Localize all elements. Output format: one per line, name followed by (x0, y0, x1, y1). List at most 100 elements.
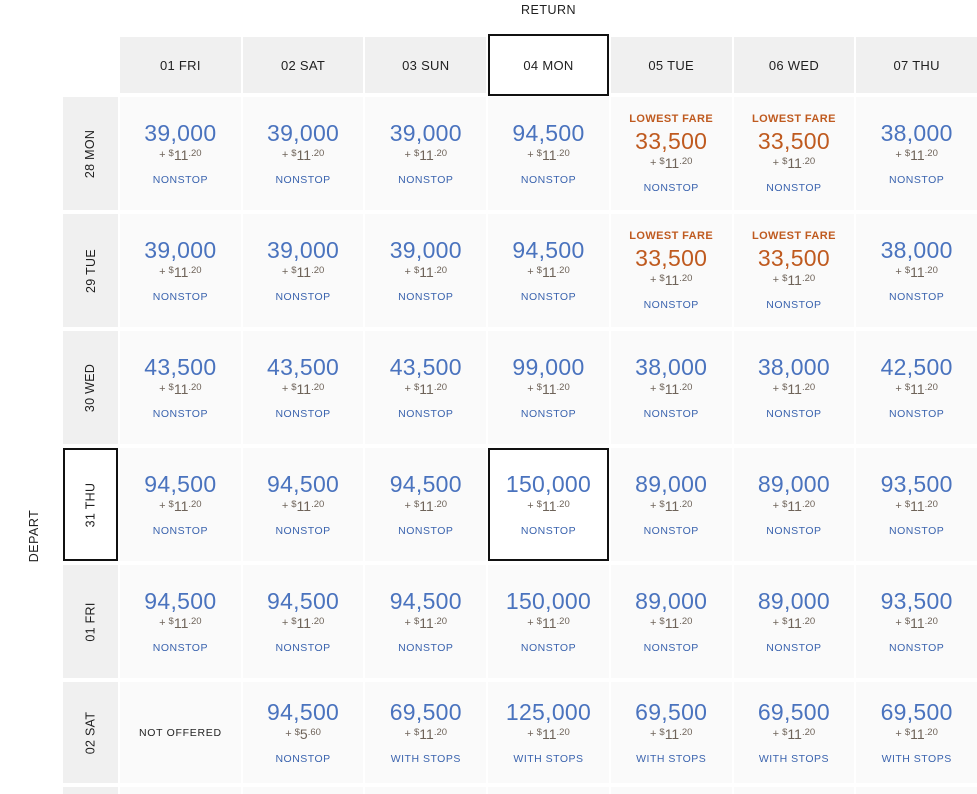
plus-sign: + (649, 500, 657, 513)
fare-cell[interactable]: 89,000 + $11.20 NONSTOP (610, 448, 732, 561)
fare-cell[interactable]: 94,500 + $11.20 NONSTOP (120, 448, 241, 561)
fare-cell[interactable]: 43,500 + $11.20 NONSTOP (242, 331, 364, 444)
fare-cell[interactable]: 150,000 + $11.20 NONSTOP (488, 565, 609, 678)
stops-label: NONSTOP (152, 525, 208, 538)
tax-dollars: 11 (664, 498, 680, 515)
fare-cell[interactable]: LOWEST FARE 33,500 + $11.20 NONSTOP (733, 97, 855, 210)
plus-sign: + (281, 266, 289, 279)
tax-cents: .20 (924, 148, 938, 160)
tax-cents: .20 (924, 265, 938, 277)
fare-cell[interactable]: 38,000 + $11.20 NONSTOP (856, 97, 977, 210)
plus-sign: + (772, 617, 780, 630)
miles-price: 125,000 (505, 698, 592, 725)
fare-cell[interactable]: 69,500 + $11.20 WITH STOPS (856, 682, 977, 783)
tax-dollars: 11 (664, 381, 680, 398)
fare-cell[interactable]: 69,500 + $11.20 WITH STOPS (365, 682, 487, 783)
fare-cell[interactable]: 39,000 + $11.20 NONSTOP (242, 214, 364, 327)
taxes-fees: + $11.20 (773, 499, 816, 515)
fare-cell[interactable]: 93,500 + $11.20 NONSTOP (856, 565, 977, 678)
stops-label: NONSTOP (398, 291, 454, 304)
fare-cell[interactable]: 43,500 + $11.20 NONSTOP (365, 331, 487, 444)
fare-cell[interactable]: 38,000 + $11.20 NONSTOP (856, 214, 977, 327)
stops-label: NONSTOP (275, 174, 331, 187)
plus-sign: + (159, 149, 166, 162)
plus-sign: + (772, 157, 780, 170)
tax-dollars: 11 (787, 726, 802, 743)
taxes-fees: + $11.20 (773, 156, 816, 172)
tax-dollars: 11 (173, 381, 189, 398)
tax-cents: .20 (801, 727, 816, 739)
miles-price: 39,000 (389, 119, 462, 146)
fare-cell[interactable]: 94,500 + $11.20 NONSTOP (242, 565, 364, 678)
currency-symbol: $ (413, 148, 420, 160)
plus-sign: + (159, 266, 166, 279)
column-header: 01 FRI (120, 37, 241, 93)
fare-cell[interactable]: 39,000 + $11.20 NONSTOP (120, 214, 241, 327)
tax-cents: .60 (307, 727, 321, 739)
fare-cell[interactable]: 43,500 + $11.20 NONSTOP (120, 331, 241, 444)
tax-cents: .20 (433, 148, 448, 160)
miles-price: 33,500 (635, 244, 708, 271)
fare-cell[interactable]: 69,500 + $11.20 WITH STOPS (733, 682, 855, 783)
plus-sign: + (281, 383, 289, 396)
fare-cell[interactable]: 89,000 + $11.20 NONSTOP (733, 448, 855, 561)
fare-cell[interactable]: LOWEST FARE 33,500 + $11.20 NONSTOP (610, 97, 732, 210)
tax-dollars: 11 (787, 155, 802, 172)
fare-cell[interactable]: 39,000 + $11.20 NONSTOP (365, 214, 487, 327)
stops-label: NONSTOP (275, 642, 331, 655)
currency-symbol: $ (413, 499, 420, 511)
taxes-fees: + $11.20 (159, 382, 202, 398)
miles-price: 89,000 (757, 470, 830, 497)
fare-cell[interactable]: 93,500 + $11.20 NONSTOP (856, 448, 977, 561)
fare-cell[interactable]: 94,500 + $11.20 NONSTOP (488, 214, 609, 327)
miles-price: 89,000 (635, 470, 708, 497)
fare-cell[interactable]: 94,500 + $11.20 NONSTOP (365, 448, 487, 561)
fare-cell[interactable]: 125,000 + $11.20 WITH STOPS (488, 682, 609, 783)
fare-cell[interactable]: 89,000 + $11.20 NONSTOP (733, 565, 855, 678)
stops-label: NONSTOP (520, 291, 577, 304)
fare-cell[interactable]: 38,000 + $11.20 NONSTOP (610, 331, 732, 444)
fare-cell[interactable]: 89,000 + $11.20 NONSTOP (610, 565, 732, 678)
stops-label: NONSTOP (520, 174, 577, 187)
tax-cents: .20 (924, 499, 938, 511)
taxes-fees: + $11.20 (159, 148, 202, 164)
fare-cell[interactable]: 39,000 + $11.20 NONSTOP (365, 97, 487, 210)
tax-cents: .20 (188, 148, 202, 160)
stops-label: NONSTOP (766, 408, 822, 421)
taxes-fees: + $11.20 (405, 727, 448, 743)
plus-sign: + (281, 500, 289, 513)
currency-symbol: $ (168, 382, 174, 394)
fare-cell[interactable]: 38,000 + $11.20 NONSTOP (733, 331, 855, 444)
fare-cell[interactable]: 42,500 + $11.20 NONSTOP (856, 331, 977, 444)
fare-cell[interactable]: 94,500 + $11.20 NONSTOP (365, 565, 487, 678)
taxes-fees: + $11.20 (405, 499, 448, 515)
stops-label: NONSTOP (643, 182, 699, 195)
fare-cell[interactable]: 39,000 + $11.20 NONSTOP (120, 97, 241, 210)
fare-cell[interactable]: 69,500 + $11.20 WITH STOPS (610, 682, 732, 783)
currency-symbol: $ (904, 727, 911, 739)
row-header: 31 THU (63, 448, 118, 561)
taxes-fees: + $11.20 (895, 499, 938, 515)
fare-cell[interactable]: 99,000 + $11.20 NONSTOP (488, 331, 609, 444)
tax-cents: .20 (801, 616, 816, 628)
taxes-fees: + $11.20 (527, 382, 570, 398)
plus-sign: + (404, 617, 411, 630)
plus-sign: + (159, 500, 166, 513)
fare-cell[interactable]: 150,000 + $11.20 NONSTOP (488, 448, 609, 561)
tax-cents: .20 (311, 499, 325, 511)
taxes-fees: + $11.20 (650, 273, 693, 289)
fare-cell[interactable]: 94,500 + $5.60 NONSTOP (242, 682, 364, 783)
fare-cell[interactable]: 94,500 + $11.20 NONSTOP (488, 97, 609, 210)
tax-dollars: 11 (910, 726, 925, 743)
fare-cell[interactable]: 94,500 + $11.20 NONSTOP (242, 448, 364, 561)
stops-label: NONSTOP (643, 525, 699, 538)
taxes-fees: + $11.20 (650, 727, 693, 743)
fare-cell[interactable]: 94,500 + $11.20 NONSTOP (120, 565, 241, 678)
partial-next-row-cell (856, 787, 977, 794)
fare-cell[interactable]: LOWEST FARE 33,500 + $11.20 NONSTOP (733, 214, 855, 327)
fare-cell[interactable]: LOWEST FARE 33,500 + $11.20 NONSTOP (610, 214, 732, 327)
taxes-fees: + $11.20 (405, 616, 448, 632)
fare-cell[interactable]: 39,000 + $11.20 NONSTOP (242, 97, 364, 210)
stops-label: NONSTOP (152, 642, 208, 655)
tax-cents: .20 (433, 727, 448, 739)
